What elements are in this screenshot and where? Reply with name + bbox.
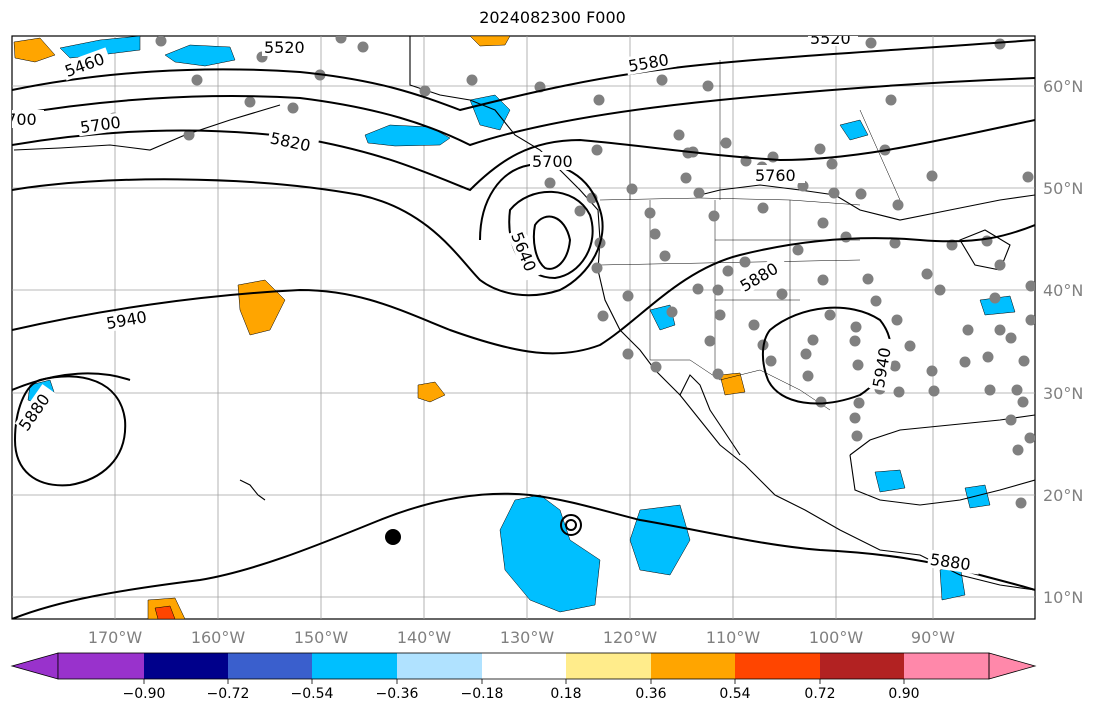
lat-label: 60°N bbox=[1043, 77, 1083, 96]
longitude-axis: 170°W 160°W 150°W 140°W 130°W 120°W 110°… bbox=[88, 628, 955, 647]
lon-label: 120°W bbox=[603, 628, 658, 647]
lon-label: 110°W bbox=[706, 628, 761, 647]
lat-label: 10°N bbox=[1043, 588, 1083, 607]
anomaly-fills bbox=[13, 36, 1016, 619]
contour-label: 5700 bbox=[532, 152, 573, 171]
colorbar-tick-label: −0.36 bbox=[376, 686, 419, 702]
colorbar-segment bbox=[651, 653, 735, 679]
colorbar-tick-label: −0.54 bbox=[291, 686, 334, 702]
colorbar-tick-label: 0.72 bbox=[804, 686, 835, 702]
colorbar-segment bbox=[58, 653, 144, 679]
contour-label: 5760 bbox=[755, 166, 796, 185]
colorbar-tick-label: −0.72 bbox=[207, 686, 250, 702]
contour-small-low bbox=[385, 529, 401, 545]
lat-label: 50°N bbox=[1043, 179, 1083, 198]
colorbar-segment bbox=[144, 653, 228, 679]
contour-small-ring bbox=[560, 514, 582, 536]
contour-label: 5520 bbox=[264, 38, 305, 57]
contour-label: 5520 bbox=[810, 29, 851, 48]
colorbar: −0.90 −0.72 −0.54 −0.36 −0.18 0.18 0.36 … bbox=[10, 652, 1037, 702]
colorbar-segment bbox=[312, 653, 397, 679]
lon-label: 130°W bbox=[500, 628, 555, 647]
lat-label: 30°N bbox=[1043, 384, 1083, 403]
lon-label: 100°W bbox=[809, 628, 864, 647]
latitude-axis: 60°N 50°N 40°N 30°N 20°N 10°N bbox=[1043, 77, 1083, 607]
colorbar-tick-label: −0.18 bbox=[461, 686, 504, 702]
colorbar-tick-label: 0.36 bbox=[635, 686, 666, 702]
lon-label: 160°W bbox=[191, 628, 246, 647]
map-title: 2024082300 F000 bbox=[479, 8, 626, 27]
contour-label: 5700 bbox=[0, 110, 37, 129]
colorbar-tick-label: 0.54 bbox=[719, 686, 750, 702]
colorbar-tick-label: 0.90 bbox=[888, 686, 919, 702]
height-contours bbox=[12, 39, 1035, 619]
lon-label: 150°W bbox=[294, 628, 349, 647]
colorbar-outline bbox=[57, 652, 990, 680]
colorbar-segment bbox=[735, 653, 820, 679]
colorbar-extend-low bbox=[10, 652, 59, 680]
contour-small-ring-inner bbox=[565, 519, 577, 531]
colorbar-segment bbox=[228, 653, 312, 679]
colorbar-segment bbox=[397, 653, 482, 679]
lat-label: 40°N bbox=[1043, 281, 1083, 300]
colorbar-tick-label: −0.90 bbox=[123, 686, 166, 702]
colorbar-segment bbox=[904, 653, 989, 679]
colorbar-extend-high bbox=[988, 652, 1037, 680]
lon-label: 140°W bbox=[397, 628, 452, 647]
lat-label: 20°N bbox=[1043, 486, 1083, 505]
colorbar-segment bbox=[482, 653, 566, 679]
lon-label: 170°W bbox=[88, 628, 143, 647]
coastlines bbox=[13, 36, 1035, 591]
lon-label: 90°W bbox=[911, 628, 955, 647]
colorbar-segment bbox=[820, 653, 904, 679]
colorbar-segment bbox=[566, 653, 651, 679]
colorbar-tick-label: 0.18 bbox=[550, 686, 581, 702]
